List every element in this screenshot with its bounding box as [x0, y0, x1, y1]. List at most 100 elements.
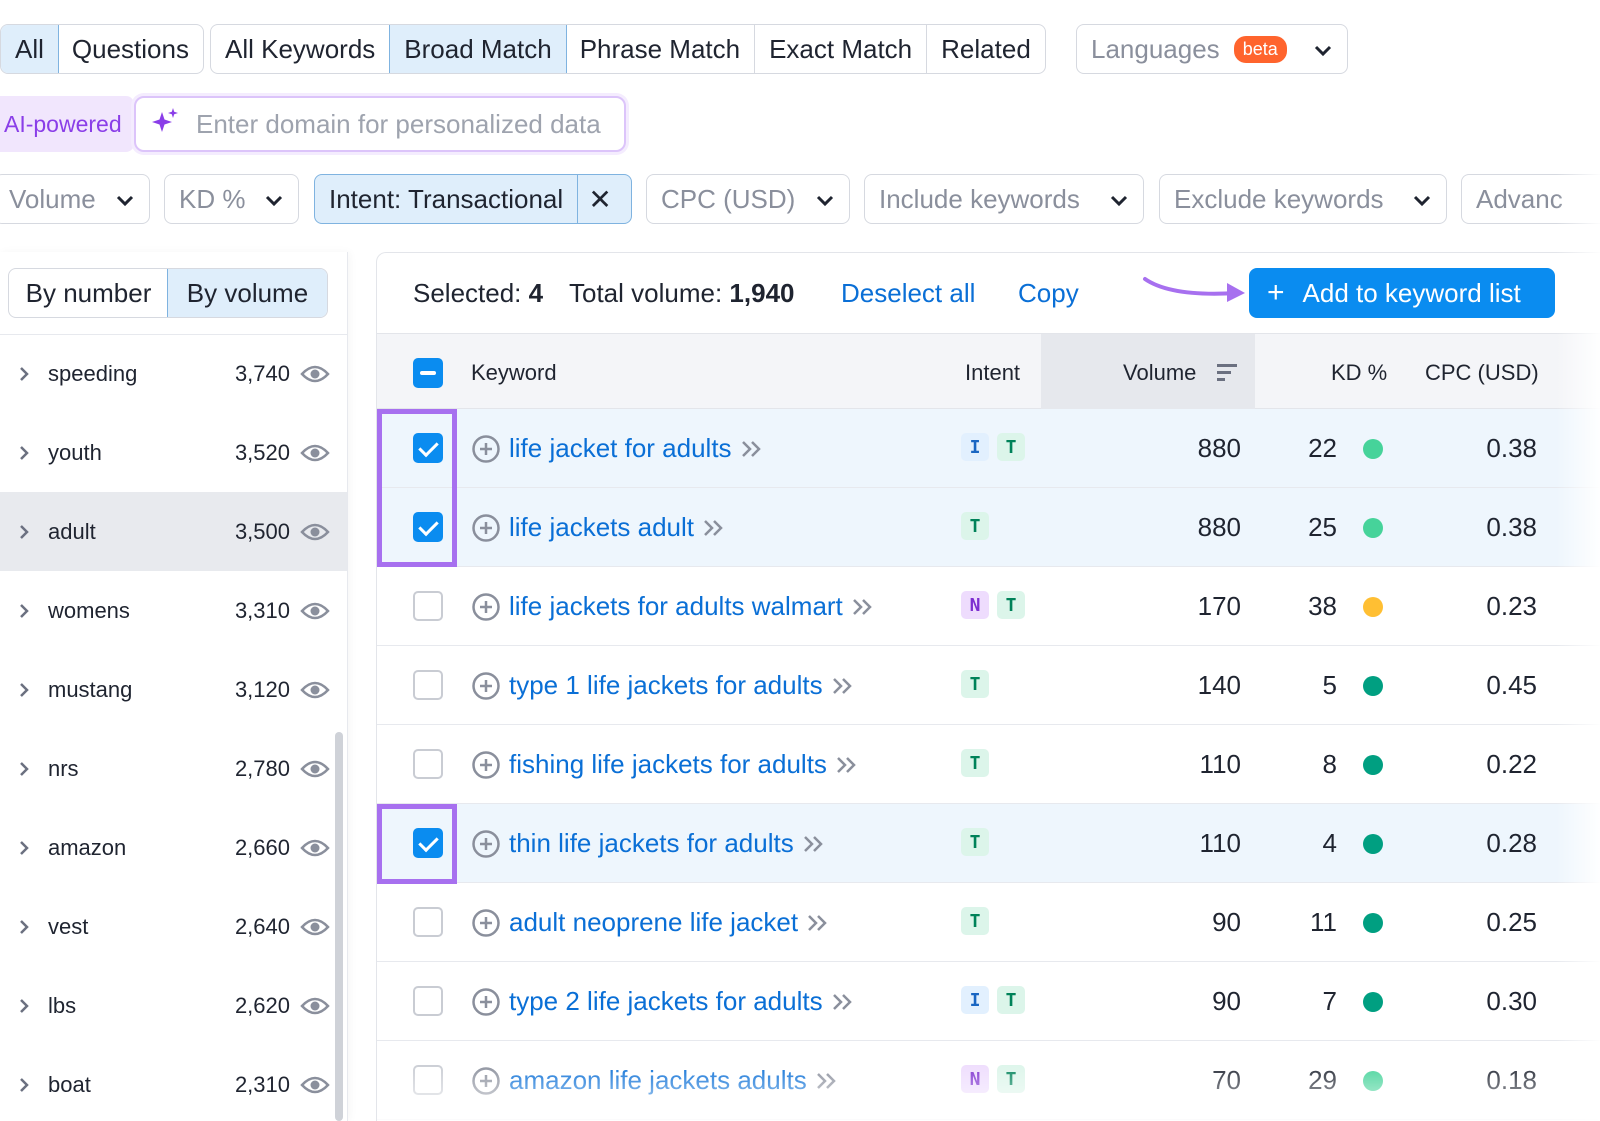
- tab-all[interactable]: All: [0, 25, 59, 73]
- tab-exact-match[interactable]: Exact Match: [755, 25, 928, 73]
- chevron-right-icon[interactable]: [0, 444, 48, 462]
- chevron-right-icon[interactable]: [0, 839, 48, 857]
- chevron-right-icon[interactable]: [0, 1076, 48, 1094]
- kd-filter[interactable]: KD %: [164, 174, 299, 224]
- intent-badge: T: [961, 512, 989, 540]
- group-item[interactable]: womens 3,310: [0, 571, 347, 650]
- chevron-right-icon[interactable]: [0, 760, 48, 778]
- exclude-keywords-filter[interactable]: Exclude keywords: [1159, 174, 1447, 224]
- add-circle-icon[interactable]: [471, 908, 501, 938]
- keyword-link[interactable]: life jacket for adults: [509, 433, 732, 463]
- add-circle-icon[interactable]: [471, 1066, 501, 1096]
- kd-column-header[interactable]: KD %: [1331, 360, 1388, 385]
- cpc-filter[interactable]: CPC (USD): [646, 174, 850, 224]
- double-chevron-right-icon[interactable]: [835, 755, 859, 775]
- by-volume-button[interactable]: By volume: [167, 269, 327, 317]
- tab-related[interactable]: Related: [941, 33, 1031, 64]
- eye-icon[interactable]: [300, 679, 347, 701]
- double-chevron-right-icon[interactable]: [802, 834, 826, 854]
- row-checkbox[interactable]: [413, 670, 443, 700]
- keyword-link[interactable]: amazon life jackets adults: [509, 1065, 807, 1095]
- domain-input[interactable]: Enter domain for personalized data: [134, 96, 626, 152]
- double-chevron-right-icon[interactable]: [851, 597, 875, 617]
- advanced-filters[interactable]: Advanc: [1461, 174, 1600, 224]
- double-chevron-right-icon[interactable]: [740, 439, 764, 459]
- add-to-keyword-list-button[interactable]: + Add to keyword list: [1249, 268, 1555, 318]
- scrollbar[interactable]: [335, 732, 343, 1121]
- eye-icon[interactable]: [300, 758, 347, 780]
- row-checkbox[interactable]: [413, 433, 443, 463]
- tab-all-keywords[interactable]: All Keywords: [211, 25, 391, 73]
- keyword-link[interactable]: life jackets adult: [509, 512, 694, 542]
- tab-phrase-match[interactable]: Phrase Match: [566, 25, 756, 73]
- double-chevron-right-icon[interactable]: [815, 1071, 839, 1091]
- group-item[interactable]: youth 3,520: [0, 413, 347, 492]
- chevron-right-icon[interactable]: [0, 681, 48, 699]
- keyword-link[interactable]: type 2 life jackets for adults: [509, 986, 823, 1016]
- include-keywords-filter[interactable]: Include keywords: [864, 174, 1144, 224]
- group-item[interactable]: amazon 2,660: [0, 808, 347, 887]
- double-chevron-right-icon[interactable]: [806, 913, 830, 933]
- by-number-button[interactable]: By number: [25, 277, 152, 308]
- keyword-link[interactable]: thin life jackets for adults: [509, 828, 794, 858]
- keyword-column-header[interactable]: Keyword: [471, 360, 557, 385]
- deselect-all-link[interactable]: Deselect all: [841, 277, 976, 308]
- add-circle-icon[interactable]: [471, 513, 501, 543]
- chevron-right-icon[interactable]: [0, 365, 48, 383]
- intent-filter[interactable]: Intent: Transactional ✕: [314, 174, 632, 224]
- intent-cell: T: [961, 749, 989, 777]
- eye-icon[interactable]: [300, 916, 347, 938]
- eye-icon[interactable]: [300, 442, 347, 464]
- sort-descending-icon[interactable]: [1215, 362, 1239, 384]
- row-checkbox[interactable]: [413, 512, 443, 542]
- add-circle-icon[interactable]: [471, 750, 501, 780]
- group-item[interactable]: adult 3,500: [0, 492, 347, 571]
- double-chevron-right-icon[interactable]: [831, 676, 855, 696]
- group-item[interactable]: mustang 3,120: [0, 650, 347, 729]
- add-circle-icon[interactable]: [471, 434, 501, 464]
- copy-link[interactable]: Copy: [1018, 277, 1079, 308]
- intent-column-header[interactable]: Intent: [965, 360, 1021, 385]
- eye-icon[interactable]: [300, 837, 347, 859]
- keyword-link[interactable]: life jackets for adults walmart: [509, 591, 843, 621]
- eye-icon[interactable]: [300, 521, 347, 543]
- double-chevron-right-icon[interactable]: [702, 518, 726, 538]
- tab-broad-match[interactable]: Broad Match: [389, 25, 567, 73]
- eye-icon[interactable]: [300, 363, 347, 385]
- cpc-column-header[interactable]: CPC (USD): [1425, 360, 1539, 385]
- row-checkbox[interactable]: [413, 749, 443, 779]
- include-keywords-label: Include keywords: [879, 183, 1080, 214]
- chevron-right-icon[interactable]: [0, 602, 48, 620]
- close-icon[interactable]: ✕: [588, 183, 612, 215]
- add-circle-icon[interactable]: [471, 987, 501, 1017]
- group-item[interactable]: speeding 3,740: [0, 334, 347, 413]
- chevron-right-icon[interactable]: [0, 523, 48, 541]
- eye-icon[interactable]: [300, 1074, 347, 1096]
- group-item[interactable]: vest 2,640: [0, 887, 347, 966]
- group-item[interactable]: lbs 2,620: [0, 966, 347, 1045]
- eye-icon[interactable]: [300, 600, 347, 622]
- row-checkbox[interactable]: [413, 907, 443, 937]
- row-checkbox[interactable]: [413, 828, 443, 858]
- keyword-link[interactable]: fishing life jackets for adults: [509, 749, 827, 779]
- keyword-link[interactable]: type 1 life jackets for adults: [509, 670, 823, 700]
- keyword-link[interactable]: adult neoprene life jacket: [509, 907, 799, 937]
- group-item[interactable]: boat 2,310: [0, 1045, 347, 1121]
- row-checkbox[interactable]: [413, 986, 443, 1016]
- eye-icon[interactable]: [300, 995, 347, 1017]
- group-item[interactable]: nrs 2,780: [0, 729, 347, 808]
- chevron-right-icon[interactable]: [0, 997, 48, 1015]
- row-checkbox[interactable]: [413, 1065, 443, 1095]
- languages-dropdown[interactable]: Languages beta: [1076, 24, 1348, 74]
- select-all-checkbox[interactable]: [413, 358, 443, 388]
- add-circle-icon[interactable]: [471, 671, 501, 701]
- intent-cell: T: [961, 512, 989, 540]
- row-checkbox[interactable]: [413, 591, 443, 621]
- add-circle-icon[interactable]: [471, 829, 501, 859]
- volume-column-header[interactable]: Volume: [1123, 360, 1197, 385]
- add-circle-icon[interactable]: [471, 592, 501, 622]
- chevron-right-icon[interactable]: [0, 918, 48, 936]
- double-chevron-right-icon[interactable]: [831, 992, 855, 1012]
- volume-filter[interactable]: Volume: [0, 174, 150, 224]
- tab-questions[interactable]: Questions: [71, 33, 189, 64]
